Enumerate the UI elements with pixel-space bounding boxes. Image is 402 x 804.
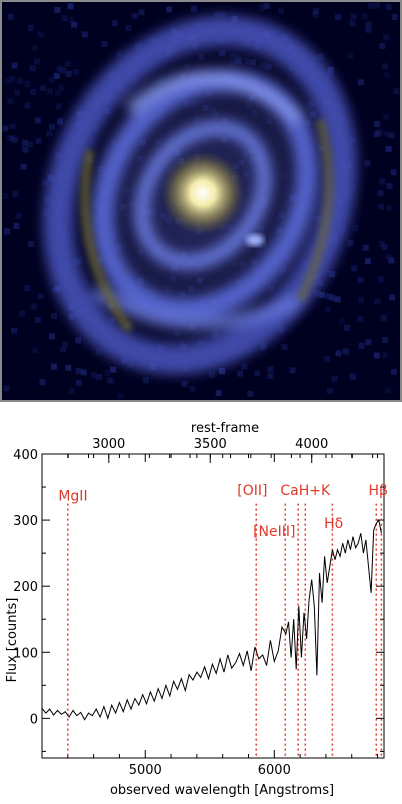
spectrum-chart: 5000 6000 3000 3500 4000 0 100 200 300 400 MgII [O… [0, 418, 402, 800]
line-label: MgII [58, 488, 87, 504]
y-tick-label: 100 [13, 646, 38, 661]
galaxy-image [0, 0, 402, 402]
galaxy-bulge [161, 151, 245, 235]
line-label: Hδ [324, 516, 343, 532]
top-tick-label: 4000 [295, 437, 328, 452]
line-label: Hβ [368, 483, 387, 499]
plot-frame [41, 453, 385, 759]
line-label: [OII] [237, 483, 267, 499]
line-label: [NeIII] [253, 524, 295, 540]
y-axis-title: Flux [counts] [5, 598, 20, 683]
x-tick-label: 5000 [129, 763, 162, 778]
top-tick-label: 3500 [194, 437, 227, 452]
image-frame [0, 0, 402, 402]
y-tick-label: 300 [13, 514, 38, 529]
x-tick-label: 6000 [258, 763, 291, 778]
y-tick-label: 400 [13, 448, 38, 463]
spectrum-plot: 5000 6000 3000 3500 4000 0 100 200 300 400 MgII [O… [5, 421, 388, 798]
top-axis-title: rest-frame [191, 421, 259, 436]
y-tick-label: 200 [13, 580, 38, 595]
x-axis-title: observed wavelength [Angstroms] [110, 783, 334, 798]
top-tick-label: 3000 [92, 437, 125, 452]
olive-dust [80, 118, 334, 333]
galaxy-image-panel [0, 0, 402, 402]
spectrum-line [41, 518, 382, 721]
hii-region [246, 234, 264, 246]
line-label: CaH+K [280, 483, 331, 499]
y-tick-label: 0 [30, 712, 38, 727]
